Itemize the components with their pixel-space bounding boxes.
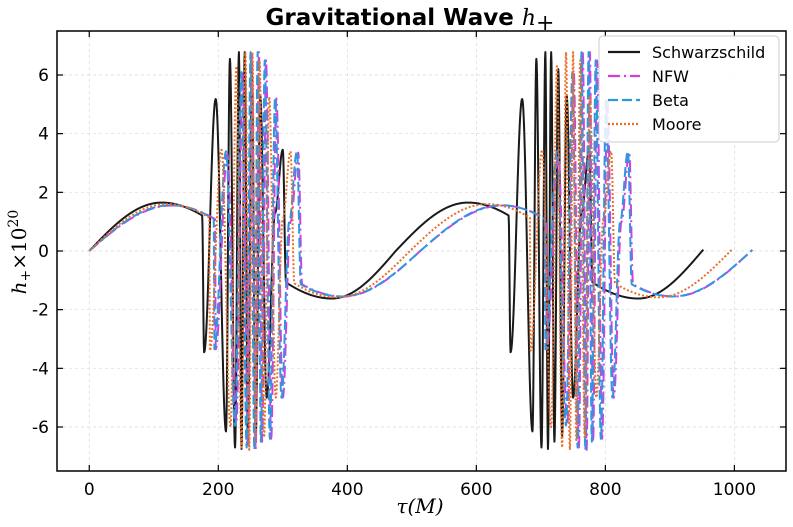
x-tick-label: 200 [202, 480, 234, 500]
y-axis-label: h+×1020 [6, 210, 34, 295]
x-tick-label: 800 [589, 480, 621, 500]
series-layer [88, 51, 754, 451]
x-tick-label: 0 [84, 480, 95, 500]
legend-box [598, 35, 780, 143]
y-tick-label: 4 [38, 125, 49, 145]
y-label-sub: + [18, 270, 34, 282]
y-label-exp: 20 [6, 210, 22, 228]
legend-label-beta: Beta [652, 91, 689, 110]
y-label-main: h [7, 281, 31, 294]
y-label-times: ×10 [7, 227, 31, 269]
chart-title-math-sub: + [536, 11, 554, 36]
x-tick-label: 400 [331, 480, 363, 500]
series-line-moore [88, 51, 733, 451]
chart-title-math: h [522, 6, 536, 31]
x-tick-label: 1000 [713, 480, 756, 500]
x-tick-label: 600 [460, 480, 492, 500]
legend-label-nfw: NFW [652, 67, 689, 86]
y-tick-label: -6 [32, 418, 49, 438]
x-axis-label: τ(M) [396, 494, 443, 518]
legend-label-schwarzschild: Schwarzschild [652, 43, 765, 62]
series-line-beta [88, 51, 754, 451]
y-tick-label: -2 [32, 301, 49, 321]
y-tick-label: 2 [38, 183, 49, 203]
axis-ticks: 0 200 400 600 800 1000 6 4 2 0 -2 -4 -6 [32, 31, 786, 500]
y-tick-label: 0 [38, 242, 49, 262]
legend-label-moore: Moore [652, 115, 701, 134]
legend: Schwarzschild NFW Beta Moore [598, 35, 780, 143]
chart-title-text: Gravitational Wave [266, 5, 522, 31]
y-tick-label: 6 [38, 66, 49, 86]
chart-title: Gravitational Wave h+ [266, 5, 555, 36]
y-tick-label: -4 [32, 359, 49, 379]
